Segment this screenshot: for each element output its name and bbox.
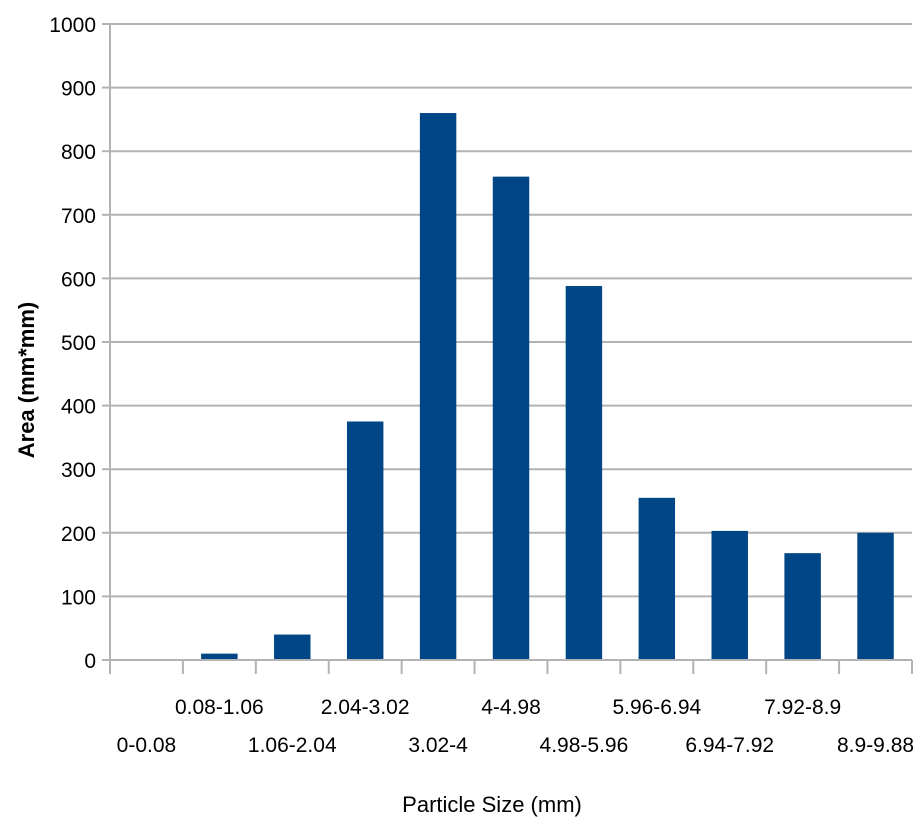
y-tick-label: 0 [84,650,96,673]
x-tick-label: 0.08-1.06 [175,696,264,719]
x-tick-label: 2.04-3.02 [321,696,410,719]
bar-1.06-2.04 [274,634,311,660]
x-tick-label: 5.96-6.94 [612,696,701,719]
y-tick-labels: 0 100 200 300 400 500 600 700 800 900 1000 [49,14,96,673]
bar-8.9-9.88 [857,532,894,660]
bar-0.08-1.06 [201,653,238,660]
x-tick-label: 0-0.08 [117,734,177,757]
y-tick-label: 1000 [49,14,96,37]
y-tick-label: 900 [61,78,96,101]
bar-2.04-3.02 [346,421,384,660]
x-axis-title: Particle Size (mm) [402,792,582,817]
x-tick-label: 4-4.98 [481,696,541,719]
y-tick-label: 400 [61,396,96,419]
x-tick-label: 1.06-2.04 [248,734,337,757]
bar-6.94-7.92 [711,530,748,660]
y-tick-label: 700 [61,205,96,228]
bar-4-4.98 [492,176,530,660]
y-tick-label: 600 [61,268,96,291]
x-tick-label: 4.98-5.96 [540,734,629,757]
bars [201,113,894,661]
y-tick-label: 200 [61,523,96,546]
y-tick-label: 300 [61,459,96,482]
x-tick-labels: 0-0.08 0.08-1.06 1.06-2.04 2.04-3.02 3.02-4 4… [117,696,914,757]
x-tick-label: 3.02-4 [408,734,468,757]
y-tick-label: 800 [61,141,96,164]
y-tick-label: 100 [61,586,96,609]
bar-7.92-8.9 [784,553,821,660]
bar-4.98-5.96 [565,286,603,660]
bar-5.96-6.94 [638,497,676,660]
y-tick-label: 500 [61,332,96,355]
bar-3.02-4 [419,113,457,661]
x-tick-label: 7.92-8.9 [764,696,841,719]
y-axis-title: Area (mm*mm) [14,302,39,459]
axes [109,24,913,674]
x-tick-label: 6.94-7.92 [685,734,774,757]
x-tick-label: 8.9-9.88 [837,734,914,757]
